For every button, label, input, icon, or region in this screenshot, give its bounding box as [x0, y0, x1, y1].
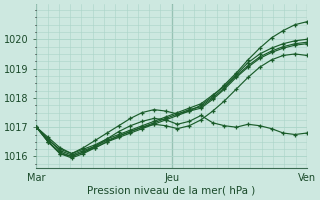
X-axis label: Pression niveau de la mer( hPa ): Pression niveau de la mer( hPa ): [87, 186, 256, 196]
